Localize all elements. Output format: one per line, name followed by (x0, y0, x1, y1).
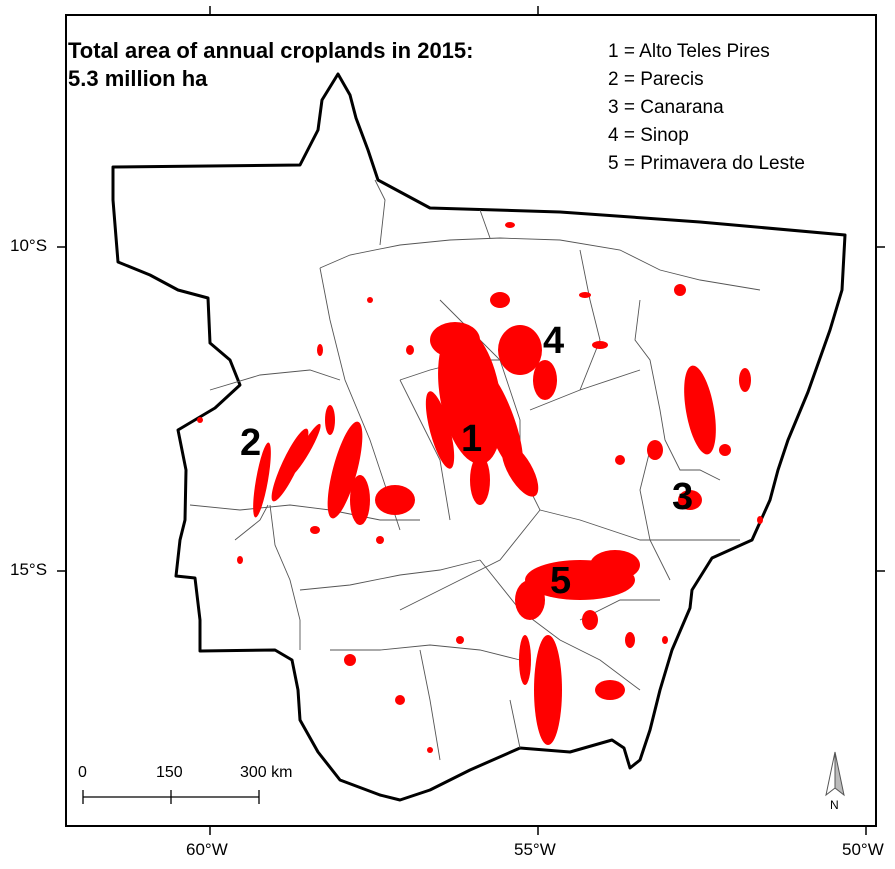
frame-ticks (57, 6, 885, 835)
scale-label-150: 150 (156, 764, 183, 781)
legend-item: 2 = Parecis (608, 69, 704, 90)
cropland-areas (197, 222, 763, 753)
legend-item: 5 = Primavera do Leste (608, 153, 805, 174)
legend-item: 4 = Sinop (608, 125, 689, 146)
latitude-label: 15°S (10, 560, 48, 579)
region-label-5: 5 (550, 560, 572, 602)
scale-bar (82, 790, 260, 804)
scale-label-300: 300 km (240, 764, 293, 781)
legend-item: 3 = Canarana (608, 97, 724, 118)
north-label: N (830, 798, 839, 812)
map-title-line2: 5.3 million ha (68, 66, 208, 91)
region-label-3: 3 (672, 476, 694, 518)
scale-label-0: 0 (78, 764, 87, 781)
region-label-1: 1 (461, 418, 483, 460)
map-title-line1: Total area of annual croplands in 2015: (68, 38, 474, 63)
region-label-4: 4 (543, 320, 565, 362)
longitude-label: 55°W (514, 840, 556, 859)
longitude-label: 60°W (186, 840, 228, 859)
north-arrow-icon (825, 751, 845, 797)
latitude-label: 10°S (10, 236, 48, 255)
legend-item: 1 = Alto Teles Pires (608, 41, 770, 62)
region-label-2: 2 (240, 422, 262, 464)
longitude-label: 50°W (842, 840, 884, 859)
map-frame (65, 14, 877, 827)
